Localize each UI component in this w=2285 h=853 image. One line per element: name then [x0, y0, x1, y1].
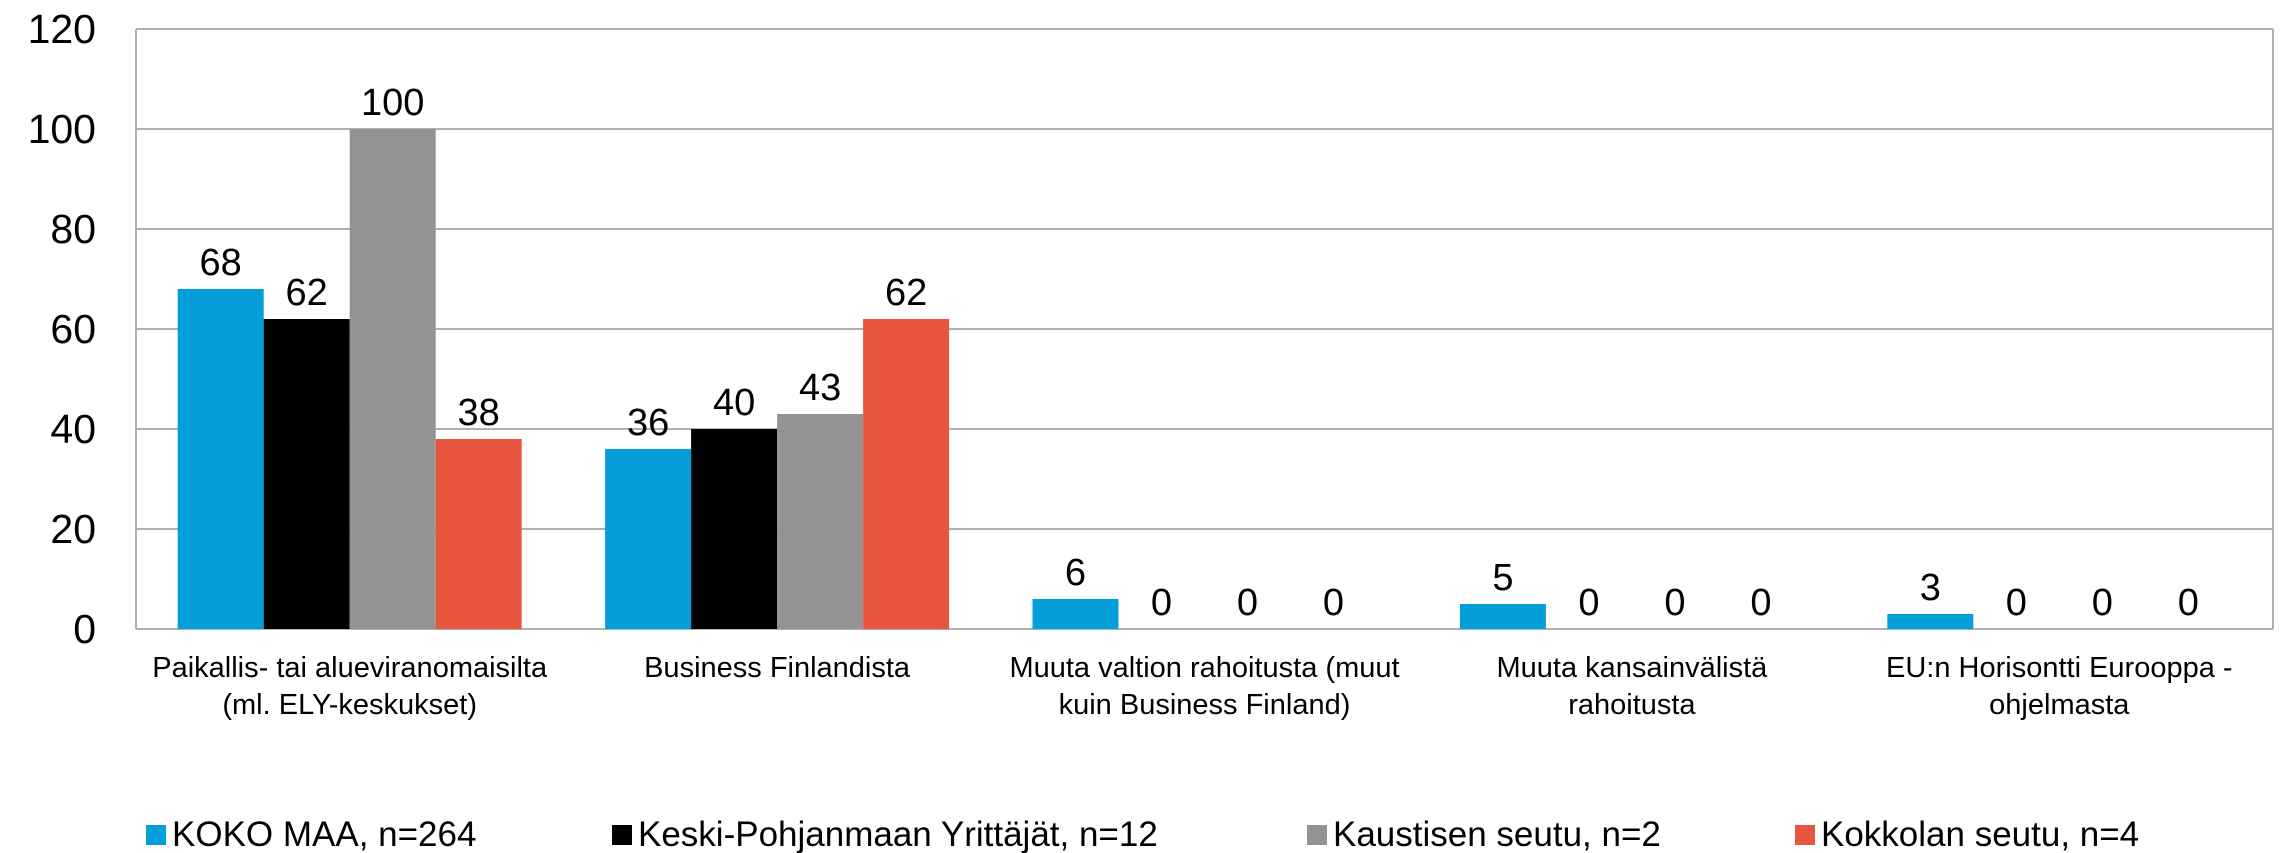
- x-tick-label: Business Finlandista: [644, 652, 911, 684]
- data-label: 40: [713, 382, 755, 424]
- data-label: 36: [627, 402, 669, 444]
- bar: [777, 414, 864, 629]
- bar: [605, 449, 692, 629]
- data-label: 0: [1664, 582, 1685, 624]
- data-label: 0: [1151, 582, 1172, 624]
- data-label: 0: [1750, 582, 1771, 624]
- data-label: 0: [2092, 582, 2113, 624]
- data-label: 3: [1920, 567, 1941, 609]
- legend-swatch: [612, 825, 632, 845]
- bar: [349, 129, 436, 629]
- y-tick-label: 100: [28, 106, 96, 152]
- x-tick-label: EU:n Horisontti Eurooppa -ohjelmasta: [1886, 652, 2233, 721]
- data-label: 62: [885, 272, 927, 314]
- y-tick-label: 0: [73, 606, 96, 652]
- bar: [177, 289, 264, 629]
- legend-label: Kokkolan seutu, n=4: [1821, 815, 2140, 853]
- data-label: 0: [1237, 582, 1258, 624]
- bar: [691, 429, 778, 629]
- data-label: 43: [799, 367, 841, 409]
- legend-label: KOKO MAA, n=264: [172, 815, 477, 853]
- data-label: 100: [361, 82, 424, 124]
- bar: [435, 439, 522, 629]
- legend-label: Kaustisen seutu, n=2: [1333, 815, 1661, 853]
- legend-item: Kokkolan seutu, n=4: [1795, 815, 2139, 853]
- x-tick-label: Muuta kansainvälistä rahoitusta: [1496, 652, 1768, 721]
- data-label: 0: [2006, 582, 2027, 624]
- legend-swatch: [146, 825, 166, 845]
- legend-label: Keski-Pohjanmaan Yrittäjät, n=12: [638, 815, 1158, 853]
- data-label: 0: [2178, 582, 2199, 624]
- bar: [1032, 599, 1119, 629]
- y-tick-label: 80: [50, 206, 96, 252]
- y-tick-label: 20: [50, 506, 96, 552]
- x-tick-label: Muuta valtion rahoitusta (muut kuin Busi…: [1009, 652, 1400, 721]
- x-tick-label: Paikallis- tai alueviranomaisilta (ml. E…: [152, 652, 548, 721]
- y-tick-label: 120: [28, 6, 96, 52]
- legend-swatch: [1307, 825, 1327, 845]
- data-label: 62: [286, 272, 328, 314]
- data-label: 38: [458, 392, 500, 434]
- data-label: 6: [1065, 552, 1086, 594]
- data-label: 68: [200, 242, 242, 284]
- y-tick-label: 60: [50, 306, 96, 352]
- legend-item: KOKO MAA, n=264: [146, 815, 476, 853]
- legend-item: Keski-Pohjanmaan Yrittäjät, n=12: [612, 815, 1158, 853]
- bar: [1887, 614, 1974, 629]
- bar: [263, 319, 350, 629]
- data-label: 5: [1492, 557, 1513, 599]
- data-label: 0: [1578, 582, 1599, 624]
- legend-item: Kaustisen seutu, n=2: [1307, 815, 1661, 853]
- bar: [1459, 604, 1546, 629]
- bar: [863, 319, 950, 629]
- data-label: 0: [1323, 582, 1344, 624]
- y-tick-label: 40: [50, 406, 96, 452]
- legend-swatch: [1795, 825, 1815, 845]
